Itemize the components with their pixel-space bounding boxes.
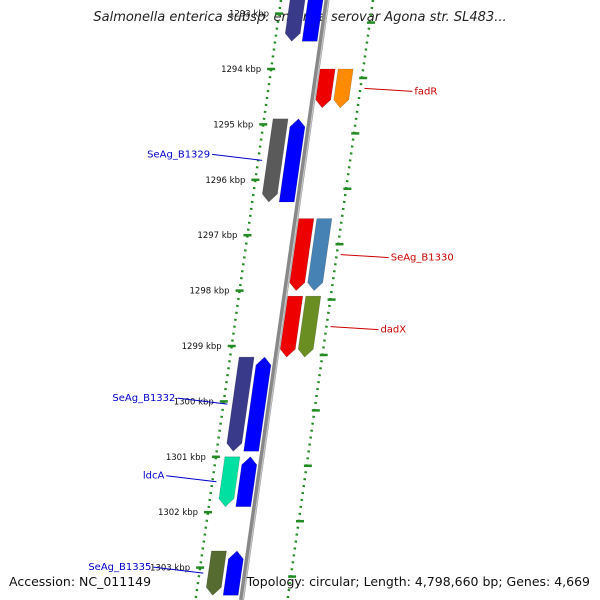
gene-label[interactable]: SeAg_B1335 — [88, 562, 151, 573]
gene-label[interactable]: SeAg_B1332 — [112, 393, 175, 404]
gene-feature-block[interactable] — [284, 0, 306, 42]
gene-seag_b1335[interactable] — [205, 550, 244, 596]
tick-label: 1301 kbp — [166, 453, 206, 463]
tick-label: 1293 kbp — [229, 10, 269, 20]
label-connector — [166, 475, 217, 483]
right-dotted-track — [286, 0, 375, 600]
tick-label: 1302 kbp — [158, 508, 198, 518]
backbone-line — [239, 0, 330, 600]
gene-feature-block[interactable] — [289, 218, 315, 292]
gene-ldca[interactable] — [218, 456, 258, 508]
gene-label[interactable]: SeAg_B1329 — [147, 149, 210, 160]
tick-label: 1299 kbp — [182, 342, 222, 352]
gene-dadx[interactable] — [279, 295, 322, 358]
gene-arrow[interactable] — [333, 68, 354, 109]
gene-unlabeled-0[interactable] — [284, 0, 324, 42]
label-connector — [340, 254, 389, 259]
gene-arrow[interactable] — [301, 0, 324, 42]
gene-fadr[interactable] — [315, 68, 354, 109]
gene-seag_b1332[interactable] — [226, 356, 272, 452]
gene-label[interactable]: SeAg_B1330 — [391, 253, 454, 264]
tick-label: 1297 kbp — [197, 231, 237, 241]
gene-label[interactable]: fadR — [414, 86, 437, 97]
label-connector — [330, 326, 379, 331]
gene-seag_b1330[interactable] — [289, 218, 333, 292]
tick-label: 1300 kbp — [174, 397, 214, 407]
gene-arrow[interactable] — [243, 356, 272, 452]
label-connector — [177, 397, 228, 405]
label-connector — [364, 87, 413, 92]
gene-arrow[interactable] — [307, 218, 333, 292]
gene-feature-block[interactable] — [226, 356, 255, 452]
gene-feature-block[interactable] — [262, 118, 289, 203]
genome-summary-text: Topology: circular; Length: 4,798,660 bp… — [246, 574, 590, 589]
left-dotted-track — [194, 0, 283, 600]
gene-arrow[interactable] — [278, 118, 306, 203]
tick-label: 1298 kbp — [190, 287, 230, 297]
label-connector — [153, 566, 204, 574]
gene-label[interactable]: ldcA — [143, 471, 165, 482]
genome-backbone — [239, 0, 330, 600]
tick-marks: 1293 kbp 1294 kbp 1295 kbp 1296 kbp 1297 kbp… — [150, 10, 376, 578]
dotted-tracks — [194, 0, 375, 600]
gene-feature-block[interactable] — [205, 550, 227, 596]
tick-label: 1303 kbp — [150, 564, 190, 574]
gene-feature-block[interactable] — [279, 295, 304, 358]
accession-text: Accession: NC_011149 — [9, 574, 152, 589]
gene-label[interactable]: dadX — [380, 325, 406, 336]
tick-label: 1295 kbp — [213, 120, 253, 130]
tick-label: 1294 kbp — [221, 65, 261, 75]
gene-arrow[interactable] — [297, 295, 322, 358]
label-connector — [212, 153, 263, 161]
backbone-highlight — [242, 0, 330, 600]
gene-arrow[interactable] — [222, 550, 244, 596]
gene-labels[interactable]: fadR SeAg_B1329 SeAg_B1330 dadX SeAg_B1332ld… — [88, 86, 454, 574]
gene-features[interactable] — [205, 0, 354, 596]
tick-label: 1296 kbp — [205, 176, 245, 186]
gene-feature-block[interactable] — [315, 68, 336, 109]
gene-seag_b1329[interactable] — [262, 118, 306, 203]
gene-arrow[interactable] — [235, 456, 258, 507]
gene-feature-block[interactable] — [218, 456, 241, 508]
